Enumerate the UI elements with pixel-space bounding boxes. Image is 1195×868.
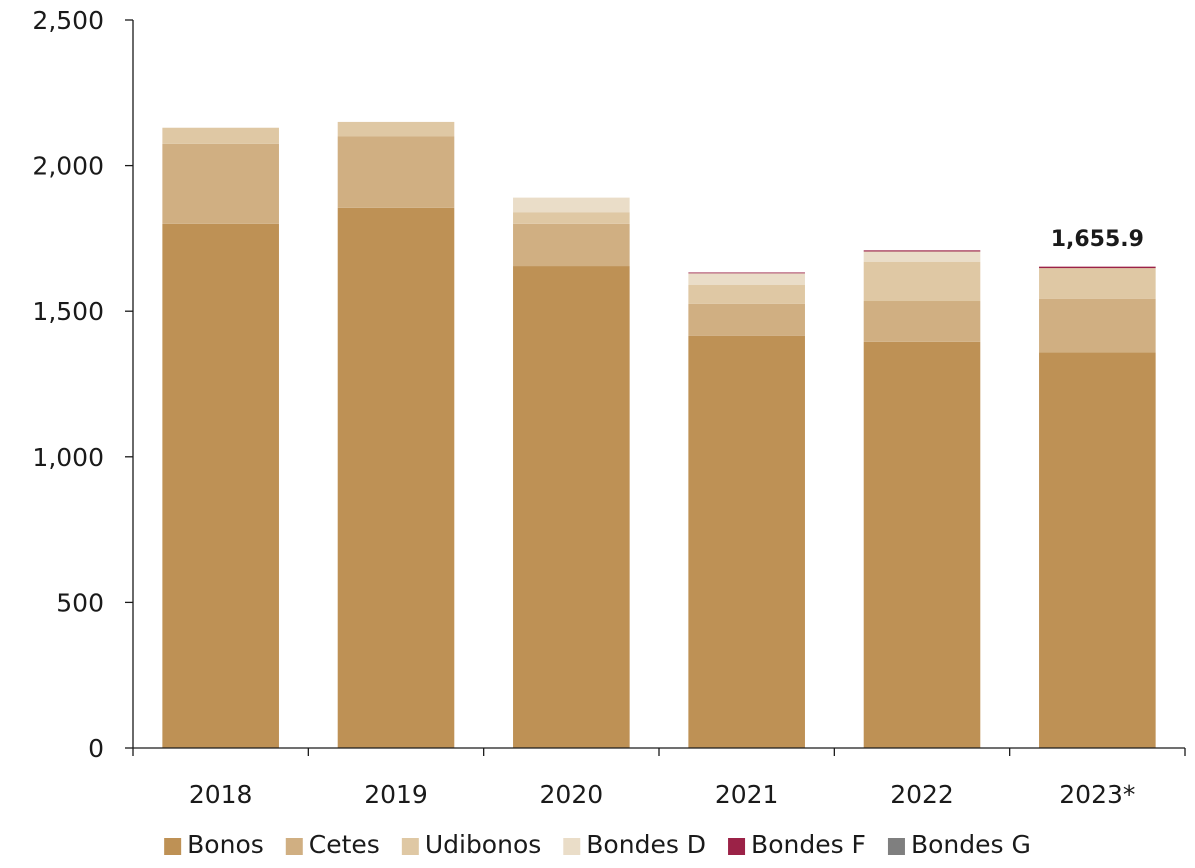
y-tick-label: 1,000 (32, 443, 104, 472)
bar-segment-bondes-d-3 (688, 273, 805, 285)
bar-segment-udibonos-3 (688, 284, 805, 304)
x-tick-label: 2021 (715, 780, 779, 809)
bar-segment-udibonos-1 (337, 121, 455, 137)
y-tick-label: 500 (56, 588, 104, 617)
bar-segment-bonos-1 (337, 207, 455, 748)
total-data-label: 1,655.9 (1051, 227, 1144, 252)
bar-segment-bonos-0 (162, 223, 279, 749)
axes-layer (125, 19, 1186, 756)
x-tick-label: 2023* (1059, 780, 1135, 809)
legend-swatch-cetes (285, 838, 303, 855)
legend-swatch-bondes-g (887, 838, 905, 855)
bar-segment-bonos-2 (513, 266, 630, 748)
bar-segment-bondes-f-3 (688, 272, 805, 274)
legend-label-bondes-f: Bondes F (751, 830, 866, 859)
legend: Bonos Cetes Udibonos Bondes D Bondes F Bondes… (164, 830, 1031, 859)
legend-swatch-bonos (164, 838, 182, 855)
bars-layer (162, 121, 1156, 749)
bar-segment-cetes-0 (162, 143, 279, 224)
legend-label-bondes-d: Bondes D (586, 830, 706, 859)
bar-segment-cetes-1 (337, 136, 455, 208)
bar-segment-udibonos-2 (513, 212, 630, 224)
bar-segment-bondes-d-4 (863, 251, 981, 262)
legend-swatch-udibonos (401, 838, 419, 855)
x-tick-label: 2022 (890, 780, 954, 809)
bar-segment-bondes-f-5 (1039, 266, 1156, 269)
y-tick-label: 0 (88, 734, 104, 763)
x-tick-label: 2018 (189, 780, 253, 809)
bar-segment-udibonos-4 (863, 261, 981, 302)
bar-segment-bonos-5 (1039, 352, 1156, 748)
bar-segment-udibonos-0 (162, 127, 279, 144)
bar-segment-cetes-5 (1039, 298, 1156, 353)
legend-label-bondes-g: Bondes G (911, 830, 1031, 859)
x-tick-label: 2020 (540, 780, 604, 809)
y-tick-label: 2,500 (32, 6, 104, 35)
bar-segment-bondes-f-4 (863, 250, 981, 252)
bar-segment-cetes-2 (513, 223, 630, 267)
bar-segment-cetes-3 (688, 303, 805, 336)
labels-layer: 0 500 1,000 1,500 2,000 2,500 2018 2019 2020 2021… (32, 6, 1144, 809)
bar-segment-udibonos-5 (1039, 268, 1156, 299)
legend-label-bonos: Bonos (187, 830, 264, 859)
y-tick-label: 2,000 (32, 152, 104, 181)
legend-swatch-bondes-f (728, 838, 746, 855)
x-tick-label: 2019 (364, 780, 428, 809)
legend-label-cetes: Cetes (309, 830, 380, 859)
legend-swatch-bondes-d (563, 838, 581, 855)
legend-label-udibonos: Udibonos (425, 830, 541, 859)
bar-segment-bondes-d-2 (513, 197, 630, 213)
y-tick-label: 1,500 (32, 297, 104, 326)
bar-segment-cetes-4 (863, 301, 981, 342)
bar-segment-bonos-3 (688, 335, 805, 748)
bar-segment-bonos-4 (863, 341, 981, 748)
